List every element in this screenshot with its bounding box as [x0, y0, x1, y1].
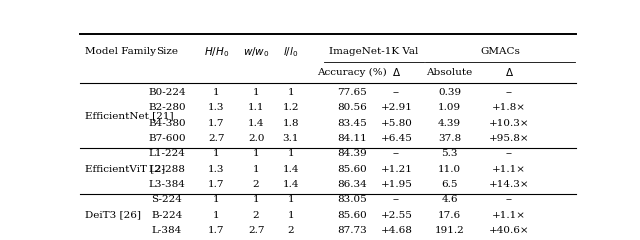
Text: +1.95: +1.95 [381, 180, 412, 189]
Text: 2: 2 [253, 211, 259, 220]
Text: 4.6: 4.6 [441, 195, 458, 204]
Text: B0-224: B0-224 [148, 88, 186, 97]
Text: 0.39: 0.39 [438, 88, 461, 97]
Text: 1: 1 [213, 195, 220, 204]
Text: 2: 2 [287, 226, 294, 235]
Text: B2-280: B2-280 [148, 103, 186, 112]
Text: 4.39: 4.39 [438, 119, 461, 128]
Text: --: -- [506, 195, 513, 204]
Text: --: -- [393, 88, 400, 97]
Text: 6.5: 6.5 [441, 180, 458, 189]
Text: $\Delta$: $\Delta$ [504, 66, 513, 78]
Text: +2.55: +2.55 [381, 211, 412, 220]
Text: 1.7: 1.7 [208, 119, 225, 128]
Text: 1.3: 1.3 [208, 103, 225, 112]
Text: +14.3×: +14.3× [489, 180, 529, 189]
Text: 85.60: 85.60 [337, 165, 367, 174]
Text: +4.68: +4.68 [381, 226, 412, 235]
Text: 1: 1 [213, 211, 220, 220]
Text: DeiT3 [26]: DeiT3 [26] [85, 211, 141, 220]
Text: EfficientViT [2]: EfficientViT [2] [85, 165, 165, 174]
Text: +1.8×: +1.8× [492, 103, 526, 112]
Text: 1.7: 1.7 [208, 180, 225, 189]
Text: $H/H_0$: $H/H_0$ [204, 45, 229, 59]
Text: +1.21: +1.21 [381, 165, 412, 174]
Text: 1.3: 1.3 [208, 165, 225, 174]
Text: 85.60: 85.60 [337, 211, 367, 220]
Text: +95.8×: +95.8× [489, 134, 529, 143]
Text: 1.1: 1.1 [248, 103, 264, 112]
Text: 11.0: 11.0 [438, 165, 461, 174]
Text: B-224: B-224 [151, 211, 182, 220]
Text: +5.80: +5.80 [381, 119, 412, 128]
Text: 1: 1 [213, 150, 220, 158]
Text: B7-600: B7-600 [148, 134, 186, 143]
Text: L3-384: L3-384 [148, 180, 185, 189]
Text: 1.7: 1.7 [208, 226, 225, 235]
Text: 83.45: 83.45 [337, 119, 367, 128]
Text: 1: 1 [287, 150, 294, 158]
Text: Accuracy (%): Accuracy (%) [317, 68, 387, 77]
Text: Model Family: Model Family [85, 48, 156, 56]
Text: 3.1: 3.1 [282, 134, 299, 143]
Text: Size: Size [156, 48, 178, 56]
Text: 1: 1 [253, 88, 259, 97]
Text: 5.3: 5.3 [441, 150, 458, 158]
Text: $l/l_0$: $l/l_0$ [283, 45, 298, 59]
Text: +10.3×: +10.3× [489, 119, 529, 128]
Text: GMACs: GMACs [480, 48, 520, 56]
Text: Absolute: Absolute [426, 68, 473, 77]
Text: +2.91: +2.91 [381, 103, 412, 112]
Text: 1: 1 [253, 195, 259, 204]
Text: 80.56: 80.56 [337, 103, 367, 112]
Text: 2.7: 2.7 [248, 226, 264, 235]
Text: 84.39: 84.39 [337, 150, 367, 158]
Text: 2.7: 2.7 [208, 134, 225, 143]
Text: 1: 1 [213, 88, 220, 97]
Text: 1.8: 1.8 [282, 119, 299, 128]
Text: L1-224: L1-224 [148, 150, 185, 158]
Text: --: -- [506, 150, 513, 158]
Text: $w/w_0$: $w/w_0$ [243, 45, 269, 59]
Text: 1.4: 1.4 [282, 180, 299, 189]
Text: 2: 2 [253, 180, 259, 189]
Text: +6.45: +6.45 [381, 134, 412, 143]
Text: L-384: L-384 [152, 226, 182, 235]
Text: 191.2: 191.2 [435, 226, 465, 235]
Text: EfficientNet [21]: EfficientNet [21] [85, 111, 173, 120]
Text: 1.09: 1.09 [438, 103, 461, 112]
Text: 1: 1 [287, 88, 294, 97]
Text: --: -- [393, 195, 400, 204]
Text: 86.34: 86.34 [337, 180, 367, 189]
Text: 1.4: 1.4 [282, 165, 299, 174]
Text: 17.6: 17.6 [438, 211, 461, 220]
Text: 77.65: 77.65 [337, 88, 367, 97]
Text: +1.1×: +1.1× [492, 165, 526, 174]
Text: 1: 1 [253, 150, 259, 158]
Text: +1.1×: +1.1× [492, 211, 526, 220]
Text: 37.8: 37.8 [438, 134, 461, 143]
Text: $\Delta$: $\Delta$ [392, 66, 401, 78]
Text: 1.2: 1.2 [282, 103, 299, 112]
Text: ImageNet-1K Val: ImageNet-1K Val [329, 48, 419, 56]
Text: L2-288: L2-288 [148, 165, 185, 174]
Text: 1: 1 [287, 195, 294, 204]
Text: B4-380: B4-380 [148, 119, 186, 128]
Text: --: -- [393, 150, 400, 158]
Text: 1.4: 1.4 [248, 119, 264, 128]
Text: --: -- [506, 88, 513, 97]
Text: 87.73: 87.73 [337, 226, 367, 235]
Text: 1: 1 [253, 165, 259, 174]
Text: 84.11: 84.11 [337, 134, 367, 143]
Text: 1: 1 [287, 211, 294, 220]
Text: 83.05: 83.05 [337, 195, 367, 204]
Text: 2.0: 2.0 [248, 134, 264, 143]
Text: +40.6×: +40.6× [489, 226, 529, 235]
Text: S-224: S-224 [152, 195, 182, 204]
